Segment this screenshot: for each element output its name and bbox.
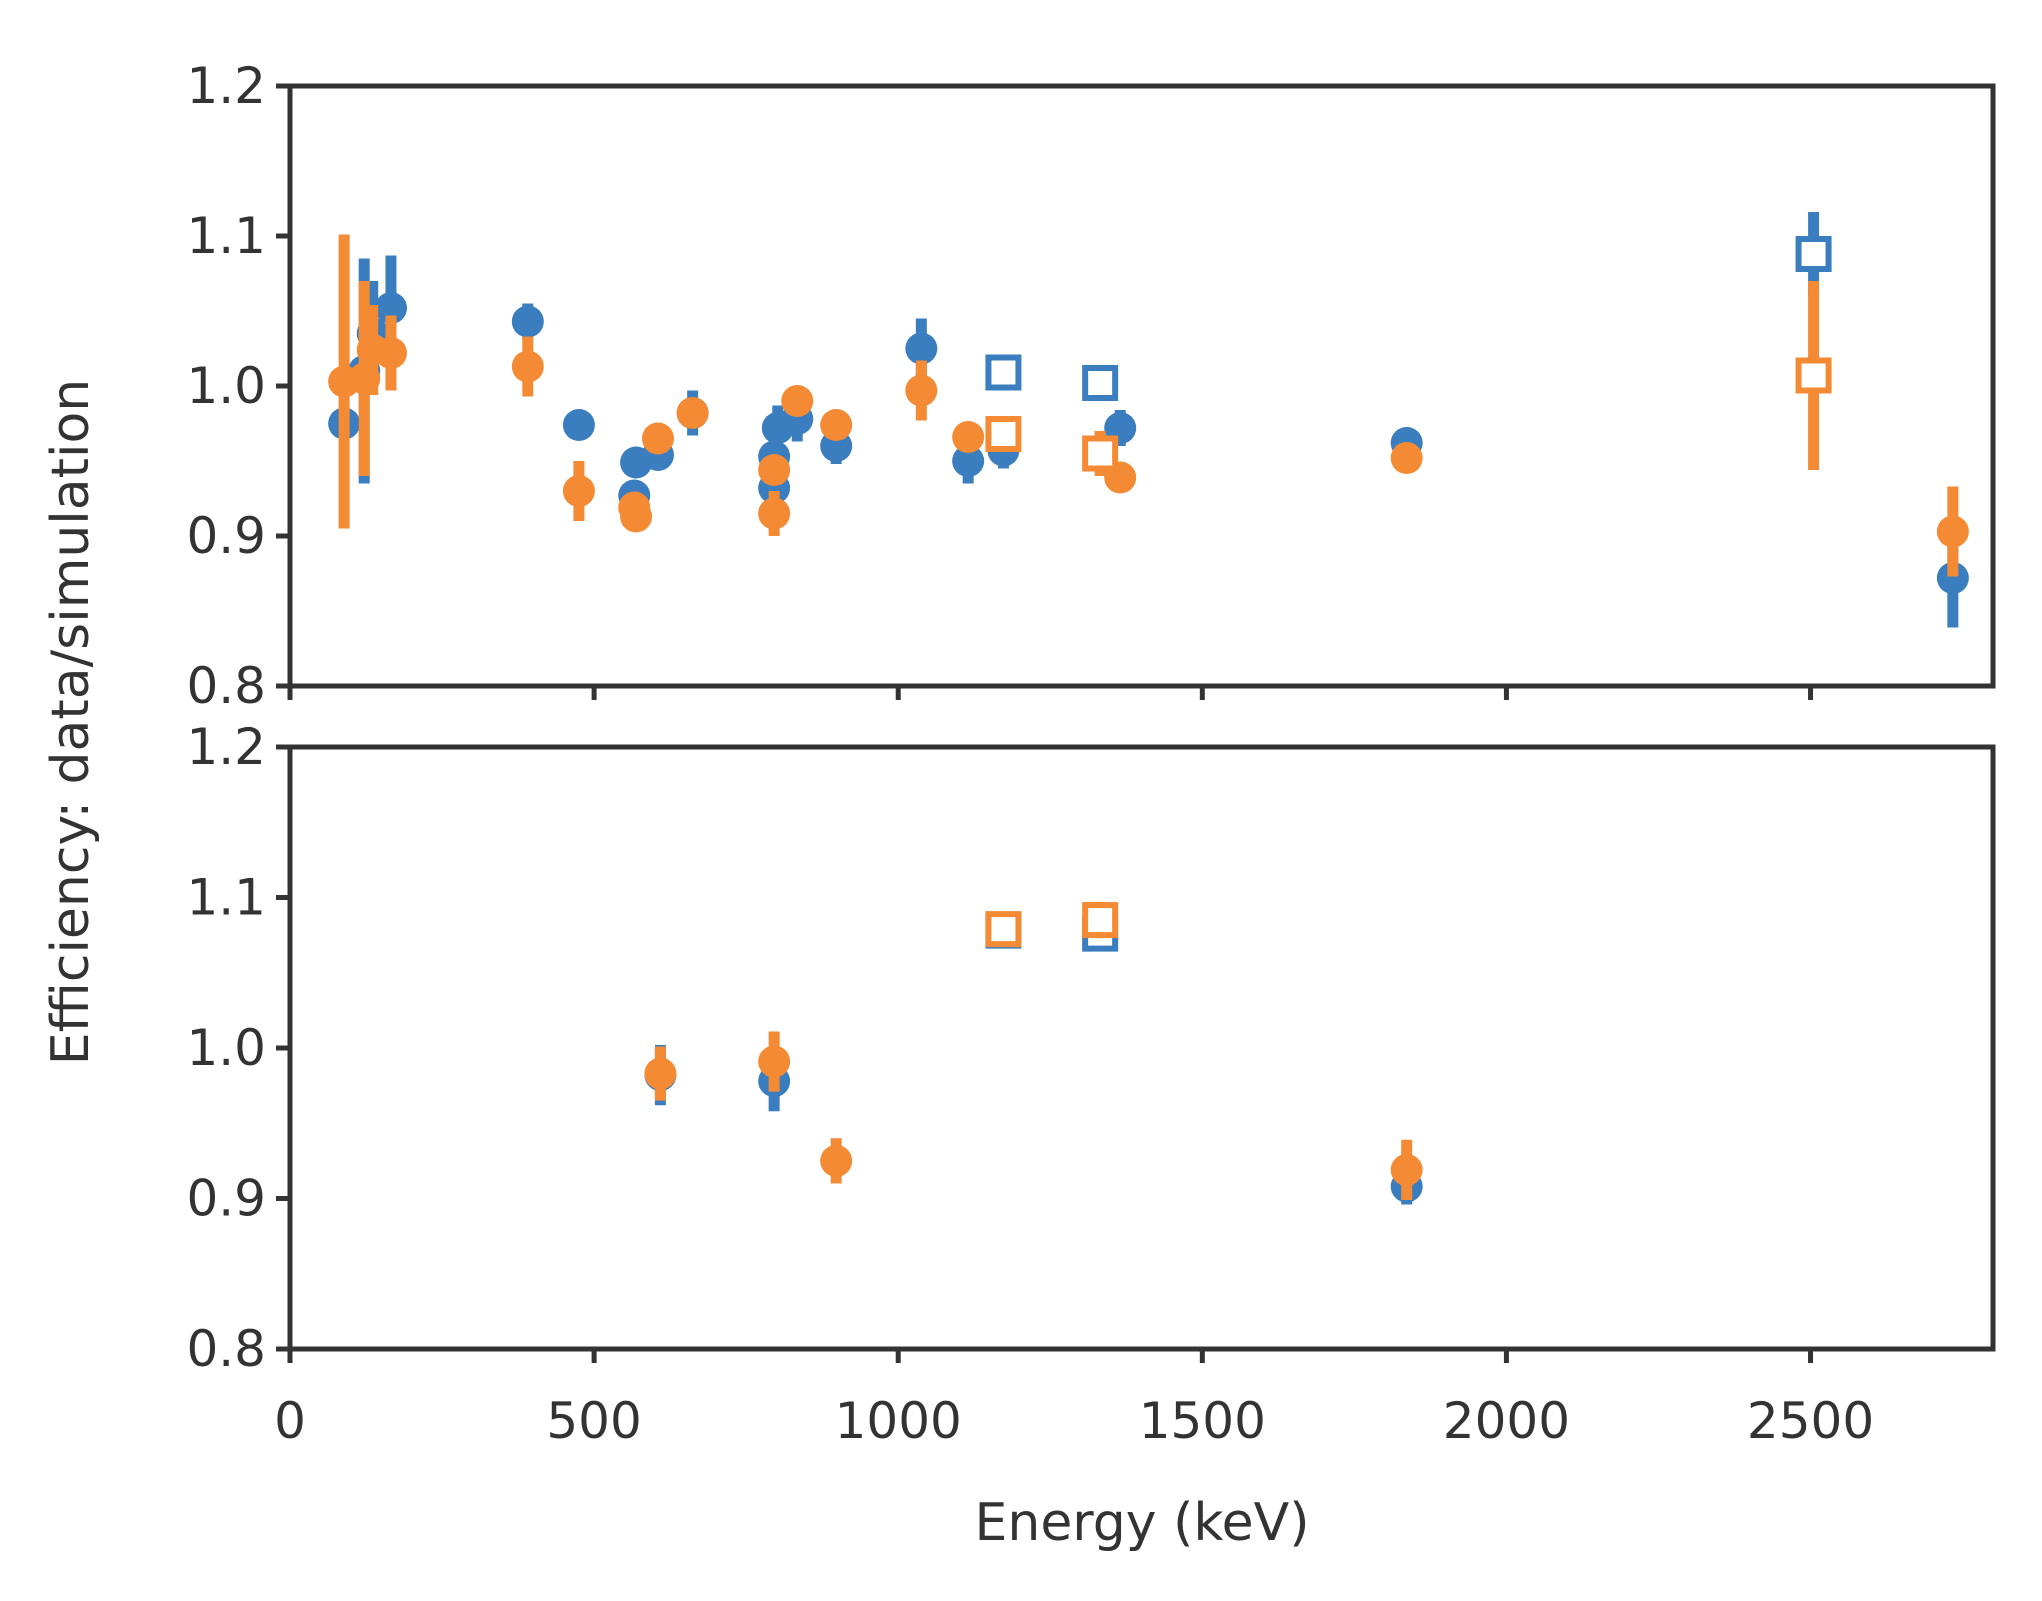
orange-circles-point <box>511 350 544 383</box>
orange-circles-point <box>905 374 938 407</box>
y-tick-label-bottom: 1.0 <box>186 1019 266 1077</box>
orange-circles-point <box>1936 515 1969 548</box>
y-tick-label-bottom: 1.1 <box>186 869 266 927</box>
y-tick-label-bottom: 0.8 <box>186 1320 266 1378</box>
y-tick-label-top: 1.0 <box>186 357 266 415</box>
blue-squares-point <box>1795 236 1832 272</box>
orange-squares-point <box>1082 902 1119 939</box>
orange-squares-point <box>985 416 1022 452</box>
y-tick-label-top: 1.1 <box>186 207 266 265</box>
blue-circles-point <box>1936 562 1969 594</box>
orange-squares-point <box>985 911 1022 948</box>
orange-circles-point <box>952 421 985 453</box>
orange-circles-point <box>644 1057 677 1090</box>
y-tick-label-top: 0.8 <box>186 657 266 715</box>
y-tick-label-top: 0.9 <box>186 507 266 565</box>
x-axis-ticks: 0 500 1000 1500 2000 2500 <box>274 1392 1874 1450</box>
y-tick-label-bottom: 0.9 <box>186 1170 266 1228</box>
orange-circles-point <box>620 500 653 533</box>
x-tick-label: 2000 <box>1443 1392 1570 1450</box>
blue-squares-point <box>1082 365 1119 401</box>
orange-circles-point <box>781 385 814 417</box>
orange-squares-point <box>1795 357 1832 394</box>
axes-frame-bottom <box>287 744 1996 1352</box>
orange-circles-point <box>820 409 853 441</box>
blue-squares-point <box>985 354 1022 391</box>
blue-circles-point <box>562 409 595 441</box>
y-tick-label-top: 1.2 <box>186 57 266 115</box>
orange-circles-point <box>1390 442 1423 474</box>
blue-circles-point <box>374 292 407 324</box>
blue-circles-point <box>511 305 544 338</box>
orange-circles-point <box>758 454 791 486</box>
x-tick-label: 2500 <box>1747 1392 1874 1450</box>
axes-frame-top <box>287 83 1996 689</box>
orange-circles-point <box>641 422 674 455</box>
orange-circles-point <box>820 1144 853 1177</box>
orange-squares-point <box>1082 435 1119 472</box>
orange-circles-point <box>758 1045 791 1078</box>
y-axis-label: Efficiency: data/simulation <box>41 379 101 1065</box>
bottom-panel: 0.8 0.9 1.0 1.1 1.2 <box>186 718 1996 1378</box>
orange-circles-point <box>758 497 791 530</box>
orange-circles-point <box>374 337 407 369</box>
blue-circles-point <box>952 445 985 477</box>
x-tick-label: 0 <box>274 1392 306 1450</box>
blue-circles-point <box>905 332 938 365</box>
orange-circles-point <box>1390 1153 1423 1186</box>
x-tick-label: 1000 <box>835 1392 962 1450</box>
y-tick-label-bottom: 1.2 <box>186 718 266 776</box>
orange-circles-point <box>676 397 709 429</box>
x-tick-label: 1500 <box>1139 1392 1266 1450</box>
x-axis-label: Energy (keV) <box>975 1493 1310 1553</box>
x-tick-label: 500 <box>546 1392 641 1450</box>
orange-circles-point <box>562 475 595 507</box>
top-panel: 0.8 0.9 1.0 1.1 1.2 <box>186 57 1996 715</box>
